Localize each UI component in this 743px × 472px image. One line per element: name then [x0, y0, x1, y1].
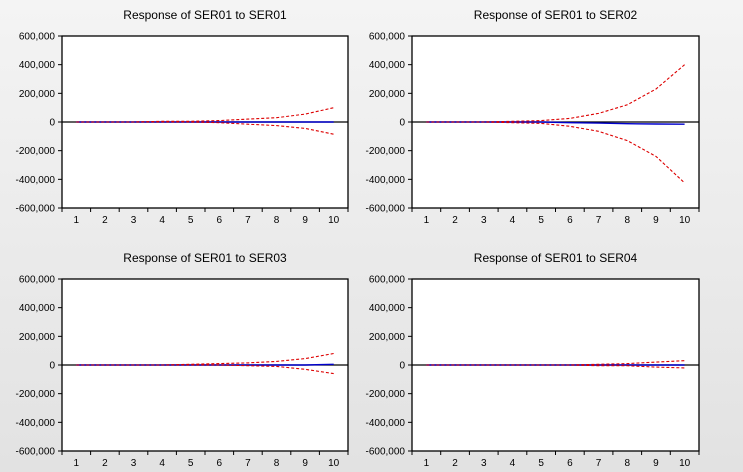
y-tick-label: 400,000	[19, 303, 56, 314]
y-tick-label: 0	[399, 118, 405, 129]
x-tick-label: 7	[596, 458, 602, 469]
chart-panel-ser01-to-ser02: Response of SER01 to SER02 600,000 400,000…	[366, 8, 700, 226]
x-tick-label: 8	[274, 215, 280, 226]
x-tick-label: 10	[328, 215, 340, 226]
confidence-band-upper	[426, 360, 685, 366]
y-tick-label: 400,000	[369, 303, 406, 314]
x-tick-label: 10	[679, 215, 691, 226]
x-tick-label: 4	[510, 458, 516, 469]
x-tick-label: 2	[102, 215, 108, 226]
x-tick-label: 7	[245, 215, 251, 226]
y-tick-label: 200,000	[19, 332, 56, 343]
y-tick-label: -200,000	[16, 146, 56, 157]
chart-panel-ser01-to-ser03: Response of SER01 to SER03 600,000 400,000…	[16, 251, 349, 469]
x-tick-label: 8	[624, 458, 630, 469]
x-tick-label: 1	[74, 215, 80, 226]
y-tick-label: -400,000	[366, 175, 406, 186]
confidence-band-lower	[426, 364, 685, 369]
chart-title: Response of SER01 to SER02	[474, 8, 638, 22]
y-tick-label: 600,000	[19, 32, 56, 43]
x-tick-label: 1	[74, 458, 80, 469]
confidence-band-lower	[76, 121, 334, 135]
y-tick-label: -400,000	[16, 418, 56, 429]
y-tick-label: 0	[399, 361, 405, 372]
x-tick-label: 3	[481, 215, 487, 226]
x-tick-label: 7	[596, 215, 602, 226]
confidence-band-lower	[76, 364, 334, 375]
x-tick-label: 4	[159, 458, 165, 469]
x-tick-label: 4	[159, 215, 165, 226]
y-tick-label: 200,000	[369, 332, 406, 343]
x-tick-label: 7	[245, 458, 251, 469]
x-tick-label: 4	[510, 215, 516, 226]
y-tick-label: -600,000	[366, 204, 406, 215]
x-tick-label: 10	[328, 458, 340, 469]
x-tick-label: 5	[188, 458, 194, 469]
x-tick-label: 6	[567, 458, 573, 469]
response-line	[426, 121, 685, 125]
x-tick-label: 1	[424, 215, 430, 226]
x-tick-label: 5	[538, 215, 544, 226]
x-tick-label: 9	[653, 458, 659, 469]
y-tick-label: 600,000	[369, 32, 406, 43]
x-tick-label: 2	[452, 215, 458, 226]
chart-title: Response of SER01 to SER01	[123, 8, 287, 22]
y-tick-label: 600,000	[369, 275, 406, 286]
x-tick-label: 9	[302, 458, 308, 469]
y-tick-label: -400,000	[16, 175, 56, 186]
x-tick-label: 9	[302, 215, 308, 226]
x-tick-label: 5	[538, 458, 544, 469]
y-tick-label: -200,000	[16, 389, 56, 400]
y-tick-label: 0	[49, 361, 55, 372]
y-tick-label: -600,000	[16, 204, 56, 215]
chart-panel-ser01-to-ser04: Response of SER01 to SER04 600,000 400,000…	[366, 251, 700, 469]
y-tick-label: -600,000	[16, 447, 56, 458]
y-tick-label: 400,000	[369, 60, 406, 71]
y-tick-label: -200,000	[366, 146, 406, 157]
x-tick-label: 3	[131, 458, 137, 469]
y-tick-label: 0	[49, 118, 55, 129]
x-tick-label: 6	[217, 215, 223, 226]
x-tick-label: 9	[653, 215, 659, 226]
y-tick-label: 200,000	[369, 89, 406, 100]
y-tick-label: -600,000	[366, 447, 406, 458]
chart-title: Response of SER01 to SER04	[474, 251, 638, 265]
x-tick-label: 6	[567, 215, 573, 226]
x-tick-label: 6	[217, 458, 223, 469]
y-tick-label: -200,000	[366, 389, 406, 400]
x-tick-label: 3	[131, 215, 137, 226]
x-tick-label: 2	[102, 458, 108, 469]
x-tick-label: 8	[624, 215, 630, 226]
y-tick-label: 400,000	[19, 60, 56, 71]
x-tick-label: 5	[188, 215, 194, 226]
x-tick-label: 10	[679, 458, 691, 469]
x-tick-label: 2	[452, 458, 458, 469]
chart-panel-ser01-to-ser01: Response of SER01 to SER01 600,000 400,000…	[16, 8, 349, 226]
chart-title: Response of SER01 to SER03	[123, 251, 287, 265]
x-tick-label: 3	[481, 458, 487, 469]
y-tick-label: 200,000	[19, 89, 56, 100]
y-tick-label: 600,000	[19, 275, 56, 286]
x-tick-label: 1	[424, 458, 430, 469]
response-line	[76, 363, 334, 366]
y-tick-label: -400,000	[366, 418, 406, 429]
x-tick-label: 8	[274, 458, 280, 469]
